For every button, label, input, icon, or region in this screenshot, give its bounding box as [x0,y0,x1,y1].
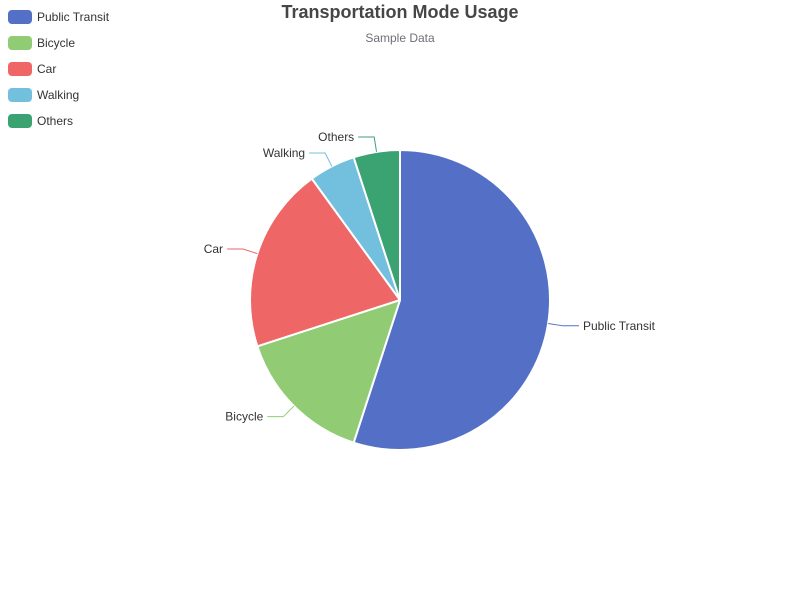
legend-swatch [8,36,32,50]
pie-slice-others[interactable] [352,149,401,301]
legend-swatch [8,62,32,76]
label-line-bicycle [267,405,295,418]
slice-label-public-transit: Public Transit [583,319,656,333]
slice-label-walking: Walking [263,146,305,160]
legend-item-bicycle[interactable]: Bicycle [8,30,109,56]
legend-item-public-transit[interactable]: Public Transit [8,4,109,30]
legend-item-car[interactable]: Car [8,56,109,82]
chart-subtitle: Sample Data [365,31,435,45]
legend-label: Walking [37,88,80,102]
legend-swatch [8,88,32,102]
legend-label: Bicycle [37,36,76,50]
label-line-public-transit [548,322,579,327]
slice-label-bicycle: Bicycle [225,410,263,424]
label-line-others [358,136,378,152]
legend-label: Car [37,62,57,76]
slice-label-car: Car [204,242,223,256]
label-line-car [227,248,258,255]
pie-slice-car[interactable] [249,177,401,348]
slice-label-others: Others [318,130,354,144]
legend-item-walking[interactable]: Walking [8,82,109,108]
label-line-walking [309,152,333,167]
legend-swatch [8,10,32,24]
legend-item-others[interactable]: Others [8,108,109,134]
legend-swatch [8,114,32,128]
chart-title: Transportation Mode Usage [281,2,519,22]
pie-slice-public-transit[interactable] [352,149,551,451]
legend-label: Public Transit [37,10,110,24]
legend: Public Transit Bicycle Car Walking Other… [8,4,109,134]
legend-label: Others [37,114,74,128]
